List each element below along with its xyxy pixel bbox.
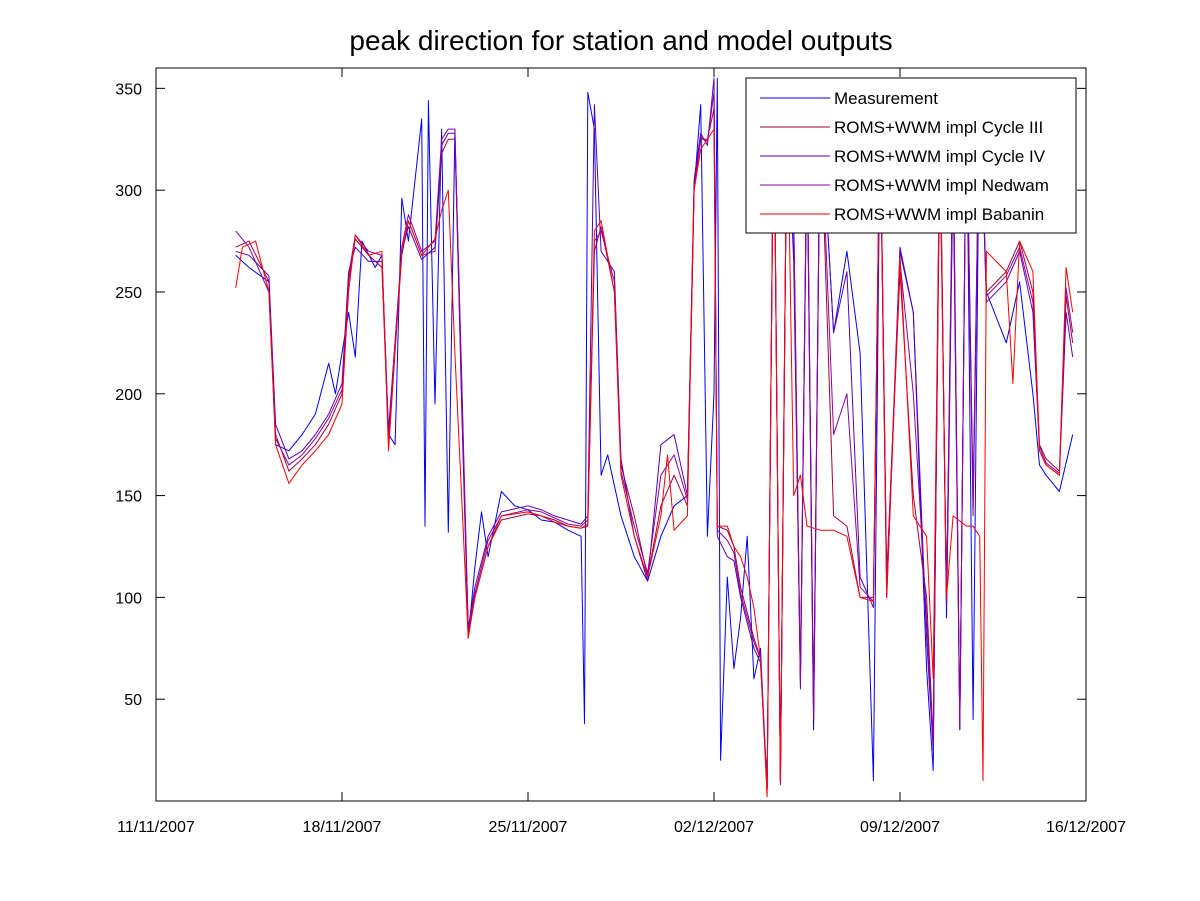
legend-label: Measurement	[834, 89, 938, 108]
legend-label: ROMS+WWM impl Cycle IV	[834, 147, 1046, 166]
x-tick-label: 02/12/2007	[674, 819, 754, 836]
x-axis: 11/11/2007 18/11/2007 25/11/2007 02/12/2007…	[117, 68, 1126, 836]
y-tick-label: 250	[115, 285, 142, 302]
legend: Measurement ROMS+WWM impl Cycle III ROMS+W…	[745, 77, 1077, 234]
y-tick-label: 150	[115, 489, 142, 506]
x-tick-label: 09/12/2007	[860, 819, 940, 836]
series-line	[235, 77, 1074, 792]
y-tick-label: 350	[115, 81, 142, 98]
y-tick-label: 100	[115, 590, 142, 607]
x-tick-label: 18/11/2007	[303, 819, 382, 836]
chart-title: peak direction for station and model out…	[349, 25, 892, 56]
legend-label: ROMS+WWM impl Cycle III	[834, 118, 1043, 137]
y-tick-label: 200	[115, 387, 142, 404]
y-tick-label: 50	[124, 692, 142, 709]
plot-area-frame	[155, 67, 1087, 802]
legend-label: ROMS+WWM impl Nedwam	[834, 176, 1049, 195]
y-axis: 50 100 150 200 250 300 350	[115, 81, 1086, 709]
series-line	[235, 77, 1074, 798]
legend-label: ROMS+WWM impl Babanin	[834, 205, 1044, 224]
x-tick-label: 16/12/2007	[1046, 819, 1126, 836]
y-tick-label: 300	[115, 183, 142, 200]
x-tick-label: 25/11/2007	[489, 819, 568, 836]
series-layer	[235, 77, 1074, 798]
x-tick-label: 11/11/2007	[117, 819, 195, 836]
